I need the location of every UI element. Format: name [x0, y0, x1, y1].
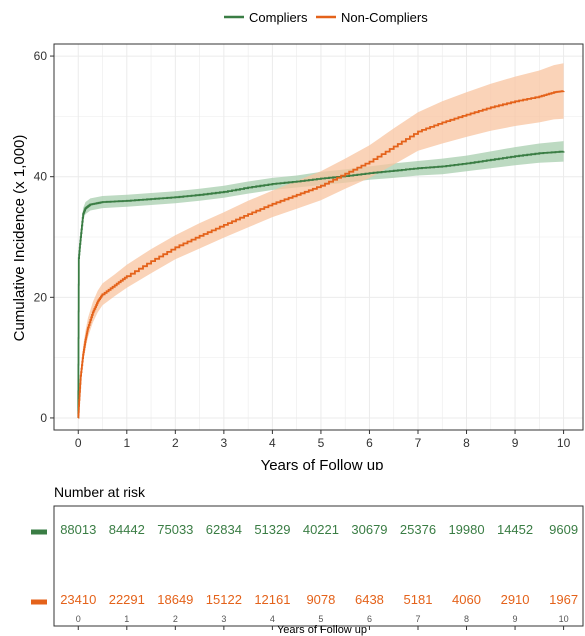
risk-cell-compliers: 84442: [109, 522, 145, 537]
series-line-non-compliers: [77, 90, 565, 419]
risk-cell-compliers: 14452: [497, 522, 533, 537]
risk-x-tick-label: 4: [270, 614, 275, 624]
x-tick-label: 4: [269, 436, 276, 450]
y-tick-label: 40: [34, 170, 48, 184]
y-tick-label: 60: [34, 49, 48, 63]
risk-x-tick-label: 9: [513, 614, 518, 624]
risk-x-tick-label: 1: [124, 614, 129, 624]
y-axis-title: Cumulative Incidence (x 1,000): [11, 135, 28, 342]
cumulative-incidence-chart: Compliers Non-Compliers 0 1 2 3 4 5 6 7 8 9 10 0 20…: [11, 10, 584, 470]
series-line-compliers: [77, 150, 565, 419]
x-tick-label: 3: [221, 436, 228, 450]
risk-x-tick-label: 10: [559, 614, 569, 624]
x-tick-label: 7: [415, 436, 422, 450]
x-tick-label: 9: [512, 436, 519, 450]
risk-cell-compliers: 62834: [206, 522, 242, 537]
confidence-bands: [78, 63, 564, 418]
x-tick-label: 8: [463, 436, 470, 450]
risk-cell-non-compliers: 18649: [157, 592, 193, 607]
risk-cell-compliers: 51329: [254, 522, 290, 537]
x-tick-label: 6: [366, 436, 373, 450]
risk-x-tick-label: 3: [221, 614, 226, 624]
risk-cell-compliers: 40221: [303, 522, 339, 537]
risk-cell-compliers: 19980: [448, 522, 484, 537]
y-axis: 0 20 40 60: [34, 49, 54, 425]
number-at-risk-table: Number at risk 88013 84442 75033 62834 51329…: [31, 484, 584, 636]
risk-table-border: [53, 505, 584, 627]
risk-table-rows: 88013 84442 75033 62834 51329 40221 30679 25376…: [31, 522, 578, 607]
risk-x-tick-label: 8: [464, 614, 469, 624]
ci-band-non-compliers: [78, 63, 564, 418]
x-tick-label: 0: [75, 436, 82, 450]
risk-cell-non-compliers: 2910: [501, 592, 530, 607]
risk-cell-compliers: 75033: [157, 522, 193, 537]
y-tick-label: 0: [40, 411, 47, 425]
risk-table-x-title: Years of Follow up: [277, 624, 367, 636]
risk-cell-non-compliers: 15122: [206, 592, 242, 607]
risk-cell-non-compliers: 5181: [404, 592, 433, 607]
risk-cell-compliers: 88013: [60, 522, 96, 537]
plot-border: [53, 43, 584, 431]
x-axis-title: Years of Follow up: [261, 457, 384, 470]
risk-x-tick-label: 5: [318, 614, 323, 624]
risk-x-tick-label: 0: [76, 614, 81, 624]
x-axis: 0 1 2 3 4 5 6 7 8 9 10: [75, 430, 571, 450]
x-tick-label: 10: [557, 436, 571, 450]
risk-row-swatch-compliers: [31, 529, 47, 535]
x-tick-label: 2: [172, 436, 179, 450]
legend: Compliers Non-Compliers: [224, 10, 428, 25]
risk-cell-compliers: 25376: [400, 522, 436, 537]
risk-table-x-axis: 0 1 2 3 4 5 6 7 8 9 10: [76, 614, 569, 630]
legend-label-non-compliers: Non-Compliers: [341, 10, 428, 25]
risk-table-title: Number at risk: [54, 484, 146, 500]
risk-cell-non-compliers: 1967: [549, 592, 578, 607]
risk-x-tick-label: 6: [367, 614, 372, 624]
legend-label-compliers: Compliers: [249, 10, 308, 25]
risk-x-tick-label: 7: [415, 614, 420, 624]
x-tick-label: 5: [318, 436, 325, 450]
series-lines: [77, 90, 565, 419]
risk-cell-non-compliers: 22291: [109, 592, 145, 607]
risk-cell-non-compliers: 12161: [254, 592, 290, 607]
risk-cell-compliers: 30679: [351, 522, 387, 537]
risk-cell-non-compliers: 4060: [452, 592, 481, 607]
risk-row-swatch-non-compliers: [31, 599, 47, 605]
risk-x-tick-label: 2: [173, 614, 178, 624]
risk-cell-non-compliers: 23410: [60, 592, 96, 607]
y-tick-label: 20: [34, 290, 48, 304]
risk-cell-compliers: 9609: [549, 522, 578, 537]
x-tick-label: 1: [123, 436, 130, 450]
risk-cell-non-compliers: 9078: [306, 592, 335, 607]
risk-cell-non-compliers: 6438: [355, 592, 384, 607]
